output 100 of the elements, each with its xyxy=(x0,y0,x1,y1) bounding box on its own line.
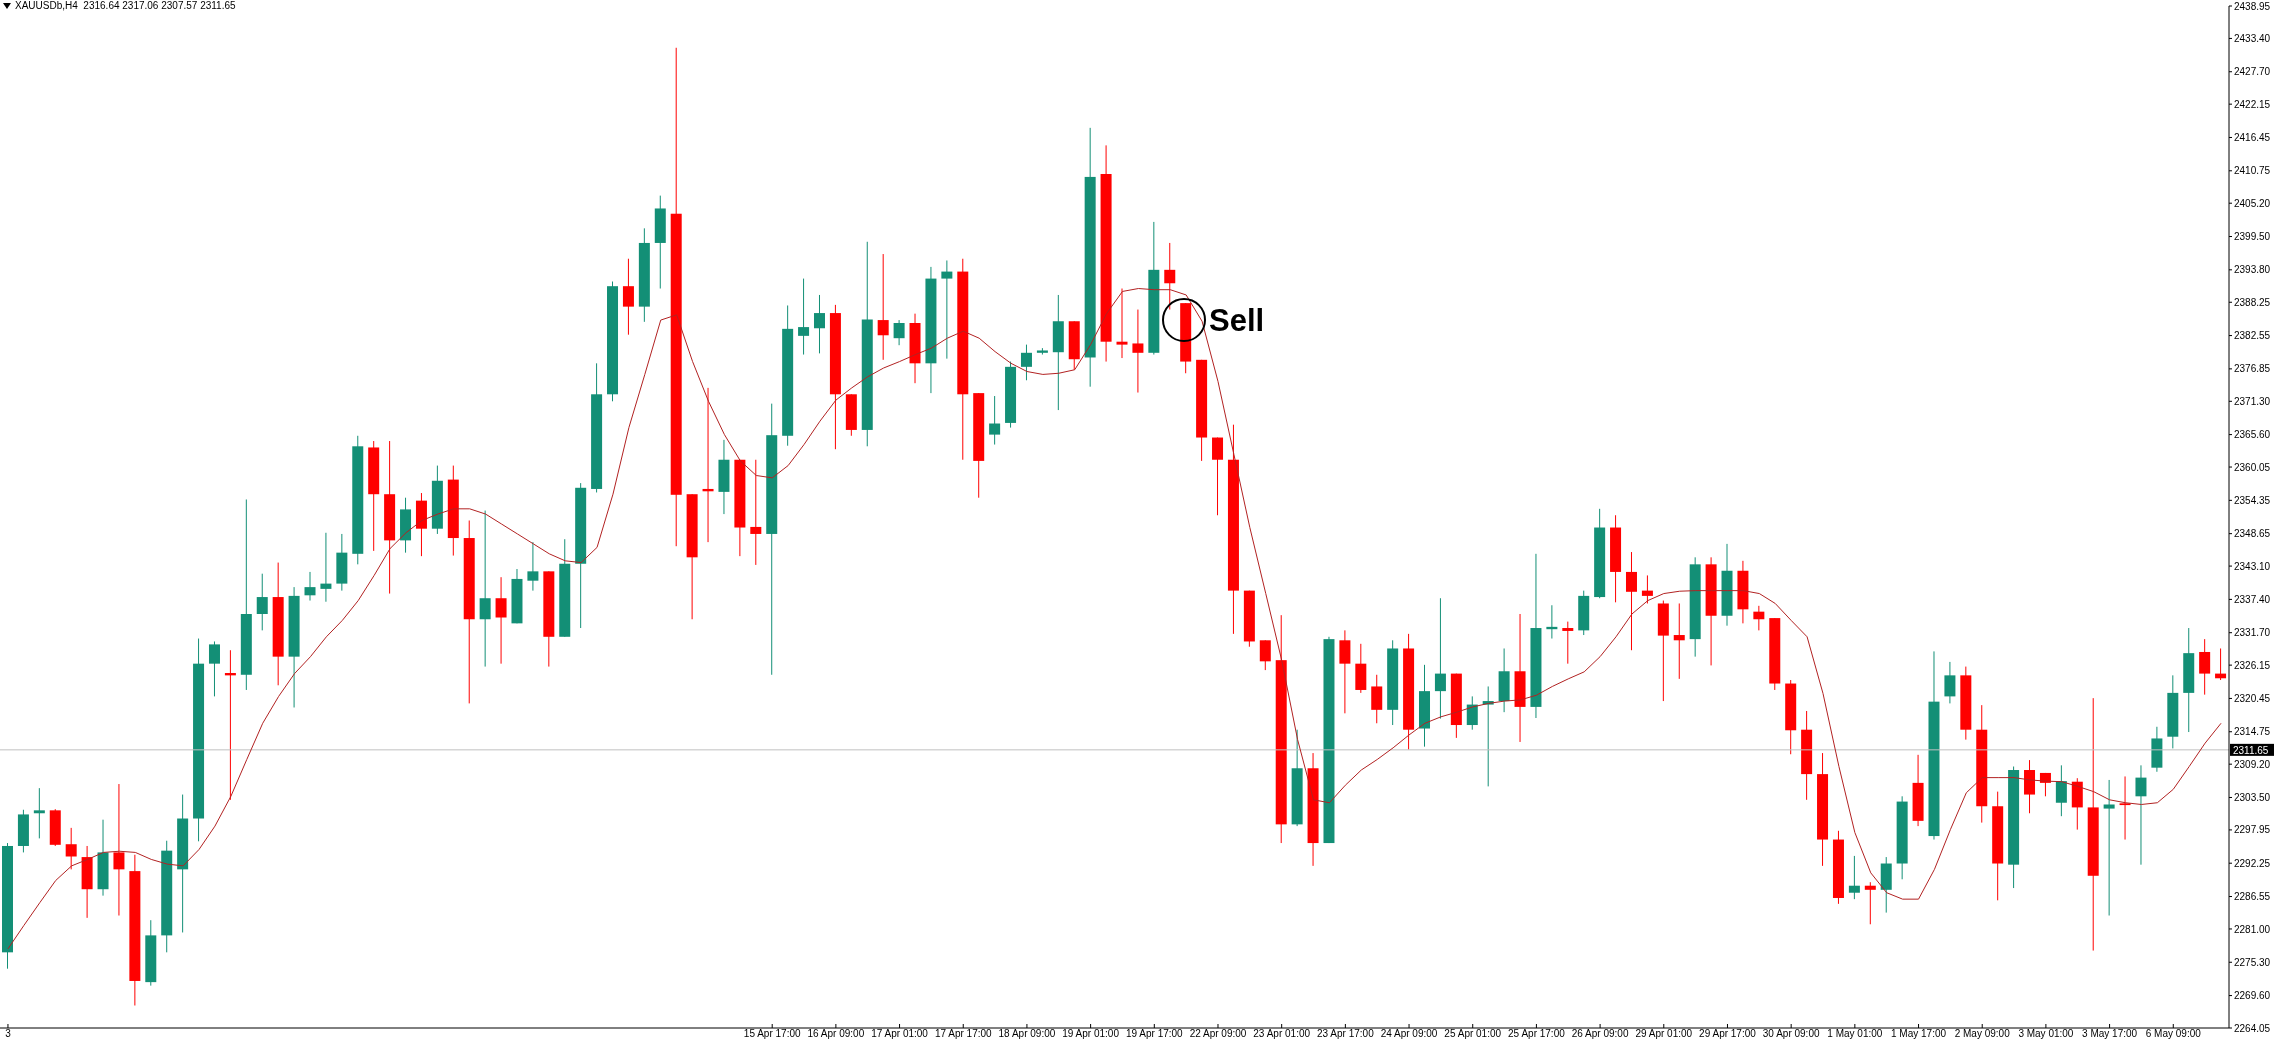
y-tick-label: 2410.75 xyxy=(2234,165,2271,177)
x-tick-label: 1 May 01:00 xyxy=(1827,1028,1883,1039)
y-tick-label: 2281.00 xyxy=(2234,923,2271,935)
candlestick xyxy=(1212,437,1224,516)
y-tick-label: 2405.20 xyxy=(2234,197,2271,209)
y-tick-label: 2286.55 xyxy=(2234,891,2271,903)
candlestick xyxy=(2199,638,2211,696)
candlestick xyxy=(479,510,491,668)
annotation: Sell xyxy=(1209,303,1265,338)
y-tick-label: 2416.45 xyxy=(2234,132,2271,144)
x-tick-label: 24 Apr 09:00 xyxy=(1380,1028,1438,1039)
y-tick-label: 2269.60 xyxy=(2234,990,2271,1002)
candlestick xyxy=(941,259,953,360)
y-tick-label: 2348.65 xyxy=(2234,528,2271,540)
x-tick-label: 17 Apr 17:00 xyxy=(934,1028,993,1039)
candlestick xyxy=(113,783,125,917)
candlestick xyxy=(1132,309,1144,394)
x-tick-label: 23 Apr 01:00 xyxy=(1253,1028,1311,1039)
candlestick xyxy=(2055,764,2067,817)
y-tick-label: 2354.35 xyxy=(2234,494,2271,506)
candlestick xyxy=(1434,597,1446,720)
candlestick xyxy=(1339,629,1351,714)
candlestick xyxy=(622,258,634,336)
y-tick-label: 2309.20 xyxy=(2234,758,2271,770)
candlestick xyxy=(1259,639,1271,671)
candlestick xyxy=(304,571,316,602)
candlestick xyxy=(320,532,332,603)
candlestick xyxy=(1944,661,1956,704)
candlestick xyxy=(1753,605,1765,631)
candlestick xyxy=(1673,602,1685,680)
candlestick xyxy=(1848,855,1860,900)
line-series xyxy=(7,288,2222,950)
candlestick xyxy=(893,319,905,346)
x-tick-label: 23 Apr 17:00 xyxy=(1317,1028,1375,1039)
candlestick xyxy=(2135,764,2147,866)
y-tick-label: 2422.15 xyxy=(2234,98,2271,110)
candlestick xyxy=(1116,288,1128,359)
y-tick-label: 2371.30 xyxy=(2234,395,2271,407)
ref-line-label: 2311.65 xyxy=(2233,744,2269,756)
candlestick xyxy=(495,576,507,665)
x-tick-label: 15 Apr 17:00 xyxy=(743,1028,801,1039)
x-tick-label: 2 May 09:00 xyxy=(1954,1028,2011,1039)
candlestick xyxy=(1625,551,1637,651)
x-tick-label: 29 Apr 01:00 xyxy=(1635,1028,1693,1039)
candlestick xyxy=(1020,344,1032,381)
x-tick-label: 3 xyxy=(5,1028,12,1039)
x-tick-label: 3 May 17:00 xyxy=(2082,1028,2138,1039)
x-tick-label: 3 May 01:00 xyxy=(2018,1028,2074,1039)
x-tick-label: 16 Apr 09:00 xyxy=(807,1028,865,1039)
y-tick-label: 2438.95 xyxy=(2234,0,2271,12)
y-tick-label: 2360.05 xyxy=(2234,461,2271,473)
x-tick-label: 18 Apr 09:00 xyxy=(998,1028,1056,1039)
candlestick xyxy=(798,278,810,356)
y-tick-label: 2292.25 xyxy=(2234,857,2271,869)
y-tick-label: 2264.05 xyxy=(2234,1022,2271,1034)
candlestick xyxy=(1562,621,1574,665)
candlestick xyxy=(750,459,762,566)
chart-title: XAUUSDb,H4 2316.64 2317.06 2307.57 2311.65 xyxy=(15,0,236,11)
x-tick-label: 30 Apr 09:00 xyxy=(1762,1028,1820,1039)
y-tick-label: 2365.60 xyxy=(2234,429,2271,441)
x-tick-label: 29 Apr 17:00 xyxy=(1699,1028,1757,1039)
x-tick-label: 19 Apr 17:00 xyxy=(1125,1028,1184,1039)
y-tick-label: 2399.50 xyxy=(2234,231,2271,243)
candlestick xyxy=(1164,242,1176,311)
candlestick xyxy=(527,541,539,592)
x-tick-label: 6 May 09:00 xyxy=(2145,1028,2202,1039)
x-tick-label: 25 Apr 01:00 xyxy=(1444,1028,1502,1039)
x-tick-label: 22 Apr 09:00 xyxy=(1189,1028,1247,1039)
candlestick xyxy=(989,395,1001,446)
candlestick xyxy=(1371,674,1383,724)
candlestick xyxy=(208,640,220,697)
y-tick-label: 2433.40 xyxy=(2234,32,2271,44)
x-tick-label: 26 Apr 09:00 xyxy=(1571,1028,1629,1039)
y-tick-label: 2343.10 xyxy=(2234,560,2271,572)
y-tick-label: 2376.85 xyxy=(2234,363,2271,375)
y-tick-label: 2337.40 xyxy=(2234,593,2271,605)
y-tick-label: 2275.30 xyxy=(2234,956,2271,968)
x-tick-label: 19 Apr 01:00 xyxy=(1062,1028,1120,1039)
y-tick-label: 2331.70 xyxy=(2234,627,2271,639)
candlestick xyxy=(1864,881,1876,925)
x-tick-label: 1 May 17:00 xyxy=(1891,1028,1947,1039)
y-tick-label: 2320.45 xyxy=(2234,692,2271,704)
candlestick xyxy=(1641,574,1653,604)
y-tick-label: 2393.80 xyxy=(2234,264,2271,276)
y-tick-label: 2297.95 xyxy=(2234,824,2271,836)
candlestick xyxy=(256,573,268,631)
candlestick xyxy=(65,827,77,870)
candlestick xyxy=(813,294,825,354)
y-tick-label: 2326.15 xyxy=(2234,659,2271,671)
y-tick-label: 2314.75 xyxy=(2234,726,2271,738)
y-tick-label: 2388.25 xyxy=(2234,296,2271,308)
candlestick xyxy=(33,787,45,839)
candlestick xyxy=(2103,779,2115,917)
y-tick-label: 2427.70 xyxy=(2234,66,2271,78)
y-tick-label: 2382.55 xyxy=(2234,330,2271,342)
y-tick-label: 2303.50 xyxy=(2234,792,2271,804)
candlestick xyxy=(2119,775,2131,841)
x-tick-label: 25 Apr 17:00 xyxy=(1508,1028,1566,1039)
candlestick xyxy=(877,253,889,361)
x-tick-label: 17 Apr 01:00 xyxy=(871,1028,929,1039)
